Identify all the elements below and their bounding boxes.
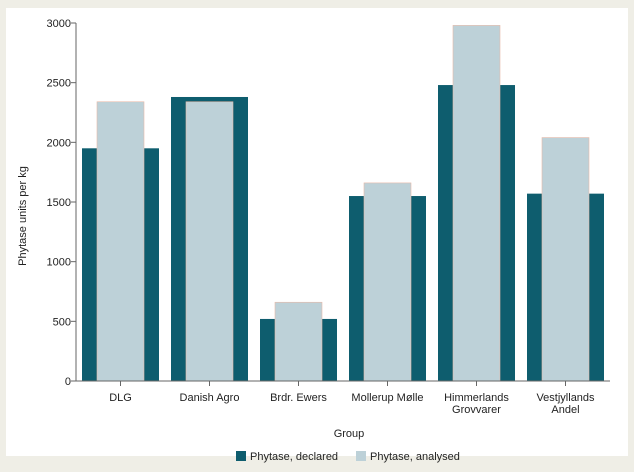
legend-swatch (356, 451, 366, 461)
x-tick-label-line: DLG (109, 392, 132, 404)
y-axis-ticks: 0 500 1000 1500 2000 2500 3000 (47, 18, 76, 388)
bar-analysed (274, 301, 323, 382)
x-tick-label: Himmerlands Grovvarer (444, 392, 509, 416)
bar-analysed (185, 101, 234, 382)
x-tick-label-line: Andel (551, 404, 579, 416)
legend-swatch (236, 451, 246, 461)
x-tick-label-line: Mollerup Mølle (351, 392, 423, 404)
bar-analysed (541, 137, 590, 382)
y-tick-label: 2000 (47, 137, 71, 149)
bar-analysed (96, 101, 145, 382)
x-tick-label: Brdr. Ewers (270, 392, 327, 404)
bar-analysed (363, 182, 412, 382)
y-tick-label: 3000 (47, 18, 71, 30)
x-tick-label-line: Brdr. Ewers (270, 392, 327, 404)
legend-label: Phytase, declared (250, 451, 338, 463)
bar-analysed (452, 25, 501, 382)
x-tick-label-line: Danish Agro (180, 392, 240, 404)
legend: Phytase, declared Phytase, analysed (236, 451, 460, 463)
x-tick-label: Danish Agro (180, 392, 240, 404)
x-tick-label: Vestjyllands Andel (536, 392, 595, 416)
x-axis-ticks: DLG Danish Agro Brdr. Ewers Mollerup Mølle H… (109, 381, 595, 416)
y-tick-label: 1500 (47, 197, 71, 209)
x-tick-label-line: Himmerlands (444, 392, 509, 404)
y-tick-label: 2500 (47, 78, 71, 90)
y-tick-label: 500 (53, 316, 71, 328)
y-axis-label: Phytase units per kg (17, 166, 29, 266)
x-axis-label: Group (334, 428, 365, 440)
x-tick-label-line: Grovvarer (452, 404, 501, 416)
y-tick-label: 0 (65, 376, 71, 388)
x-tick-label: DLG (109, 392, 132, 404)
series-analysed-bars (96, 25, 590, 382)
x-tick-label: Mollerup Mølle (351, 392, 423, 404)
y-tick-label: 1000 (47, 257, 71, 269)
series-declared-bars (82, 85, 604, 381)
legend-label: Phytase, analysed (370, 451, 460, 463)
x-tick-label-line: Vestjyllands (536, 392, 595, 404)
